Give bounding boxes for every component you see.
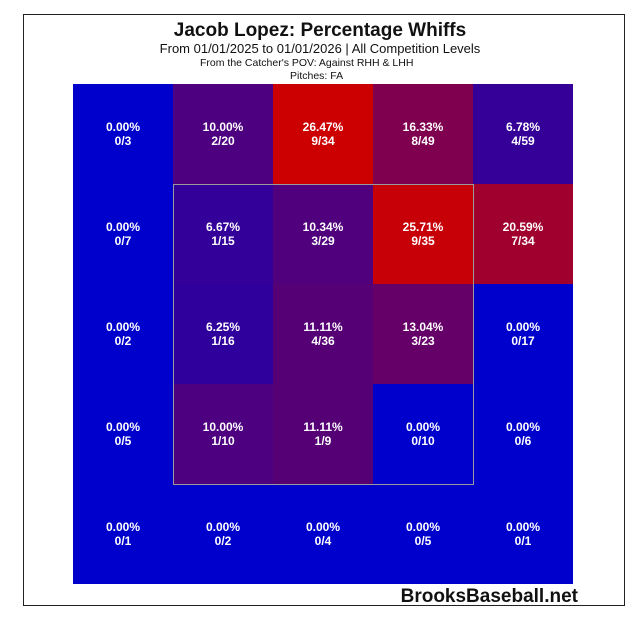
cell-count-label: 3/29	[311, 234, 335, 248]
heatmap-cell	[373, 184, 473, 284]
cell-percentage-label: 0.00%	[406, 520, 440, 534]
cell-percentage-label: 16.33%	[403, 120, 444, 134]
cell-percentage-label: 25.71%	[403, 220, 444, 234]
cell-percentage-label: 0.00%	[106, 420, 140, 434]
cell-count-label: 0/7	[115, 234, 132, 248]
cell-percentage-label: 0.00%	[506, 420, 540, 434]
heatmap-cell	[273, 384, 373, 484]
cell-percentage-label: 0.00%	[506, 320, 540, 334]
heatmap-cell	[373, 84, 473, 184]
cell-percentage-label: 0.00%	[106, 220, 140, 234]
heatmap-cell	[473, 384, 573, 484]
heatmap-cell	[273, 184, 373, 284]
heatmap-cell	[373, 384, 473, 484]
cell-count-label: 1/16	[211, 334, 235, 348]
cell-percentage-label: 10.00%	[203, 420, 244, 434]
cell-count-label: 9/35	[411, 234, 435, 248]
heatmap-cell	[473, 84, 573, 184]
cell-percentage-label: 0.00%	[406, 420, 440, 434]
heatmap-cell	[173, 184, 273, 284]
pitches-label: Pitches: FA	[290, 70, 344, 82]
cell-count-label: 0/6	[515, 434, 532, 448]
cell-count-label: 0/17	[511, 334, 535, 348]
cell-percentage-label: 10.34%	[303, 220, 344, 234]
heatmap-cell	[73, 84, 173, 184]
heatmap-cell	[73, 284, 173, 384]
cell-count-label: 0/4	[315, 534, 332, 548]
cell-percentage-label: 0.00%	[106, 120, 140, 134]
heatmap-cell	[173, 484, 273, 584]
cell-percentage-label: 0.00%	[306, 520, 340, 534]
cell-percentage-label: 11.11%	[303, 320, 343, 334]
heatmap-cell	[173, 384, 273, 484]
cell-count-label: 3/23	[411, 334, 435, 348]
cell-count-label: 4/36	[311, 334, 335, 348]
heatmap-cell	[273, 284, 373, 384]
cell-count-label: 0/2	[215, 534, 232, 548]
cell-percentage-label: 13.04%	[403, 320, 444, 334]
heatmap-cell	[73, 184, 173, 284]
cell-count-label: 0/1	[115, 534, 132, 548]
cell-count-label: 0/1	[515, 534, 532, 548]
cell-count-label: 4/59	[511, 134, 535, 148]
cell-count-label: 9/34	[311, 134, 335, 148]
cell-percentage-label: 6.25%	[206, 320, 240, 334]
cell-percentage-label: 10.00%	[203, 120, 244, 134]
cell-percentage-label: 11.11%	[303, 420, 343, 434]
cell-percentage-label: 0.00%	[106, 520, 140, 534]
cell-count-label: 2/20	[211, 134, 235, 148]
heatmap-cell	[173, 84, 273, 184]
cell-percentage-label: 6.78%	[506, 120, 540, 134]
heatmap-cell	[273, 484, 373, 584]
pov-label: From the Catcher's POV: Against RHH & LH…	[200, 57, 414, 69]
cell-count-label: 0/2	[115, 334, 132, 348]
cell-percentage-label: 0.00%	[106, 320, 140, 334]
strike-zone-outline	[173, 184, 474, 485]
chart-subtitle: From 01/01/2025 to 01/01/2026 | All Comp…	[159, 41, 481, 56]
heatmap-cell	[73, 384, 173, 484]
heatmap-cell	[473, 284, 573, 384]
heatmap-cell	[73, 484, 173, 584]
cell-percentage-label: 26.47%	[303, 120, 344, 134]
cell-count-label: 7/34	[511, 234, 535, 248]
cell-percentage-label: 6.67%	[206, 220, 240, 234]
cell-count-label: 8/49	[411, 134, 435, 148]
cell-count-label: 0/10	[411, 434, 435, 448]
heatmap-cell	[473, 484, 573, 584]
cell-percentage-label: 0.00%	[506, 520, 540, 534]
cell-percentage-label: 20.59%	[503, 220, 544, 234]
cell-count-label: 0/3	[115, 134, 132, 148]
heatmap-cell	[273, 84, 373, 184]
cell-count-label: 0/5	[115, 434, 132, 448]
cell-count-label: 1/9	[315, 434, 332, 448]
watermark: BrooksBaseball.net	[400, 586, 578, 607]
heatmap-cell	[173, 284, 273, 384]
heatmap-cell	[373, 484, 473, 584]
cell-count-label: 1/15	[211, 234, 235, 248]
chart-title: Jacob Lopez: Percentage Whiffs	[173, 20, 467, 41]
cell-percentage-label: 0.00%	[206, 520, 240, 534]
heatmap-cell	[373, 284, 473, 384]
cell-count-label: 1/10	[211, 434, 235, 448]
heatmap-cell	[473, 184, 573, 284]
cell-count-label: 0/5	[415, 534, 432, 548]
